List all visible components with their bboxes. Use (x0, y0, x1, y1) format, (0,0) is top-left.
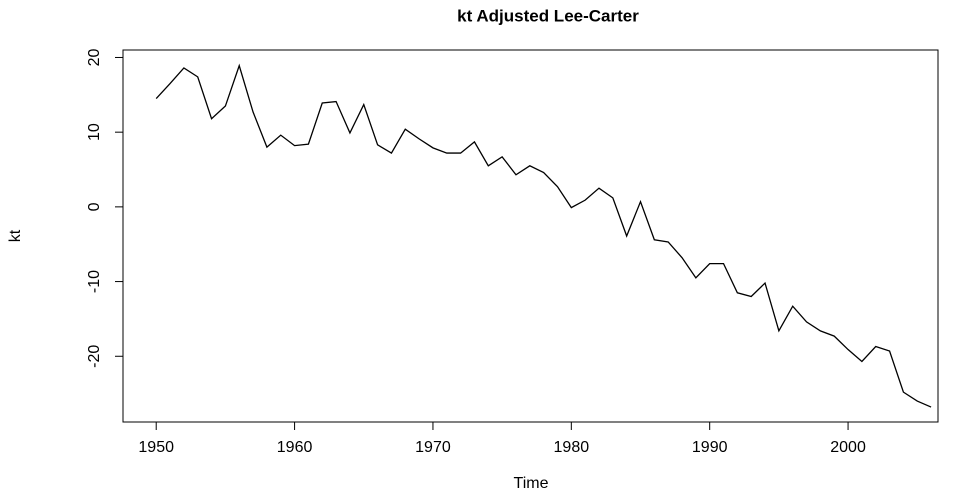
line (155, 63, 932, 408)
x-tick-label: 2000 (830, 439, 866, 456)
y-tick-label: 10 (86, 123, 103, 141)
x-tick-label: 1950 (138, 439, 174, 456)
x-axis-label: Time (514, 475, 549, 492)
x-tick-label: 1970 (415, 439, 451, 456)
y-tick-label: 0 (86, 202, 103, 211)
x-tick-label: 1980 (554, 439, 590, 456)
x-tick-label: 1960 (277, 439, 313, 456)
chart-title: kt Adjusted Lee-Carter (457, 6, 639, 25)
y-tick-label: -20 (86, 345, 103, 368)
y-axis-label: kt (7, 229, 24, 242)
x-tick-label: 1990 (692, 439, 728, 456)
y-tick-label: -10 (86, 270, 103, 293)
plot-frame (122, 49, 939, 423)
y-tick-label: 20 (86, 48, 103, 66)
